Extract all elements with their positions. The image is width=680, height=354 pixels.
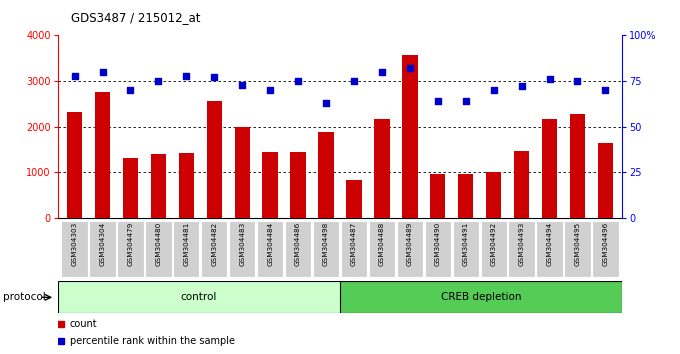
- Point: [237, 82, 248, 87]
- Bar: [542, 119, 557, 218]
- Bar: [430, 174, 445, 218]
- Text: GSM304490: GSM304490: [435, 222, 441, 266]
- Point: [600, 87, 611, 93]
- Point: [377, 69, 388, 75]
- Bar: [262, 152, 278, 218]
- Bar: [313, 221, 339, 277]
- Text: GSM304488: GSM304488: [379, 222, 385, 266]
- Bar: [570, 114, 585, 218]
- Point: [209, 74, 220, 80]
- Bar: [340, 281, 622, 313]
- Bar: [173, 221, 199, 277]
- Text: GSM304486: GSM304486: [295, 222, 301, 266]
- Bar: [201, 221, 227, 277]
- Text: protocol: protocol: [3, 292, 46, 302]
- Bar: [341, 221, 367, 277]
- Bar: [118, 221, 143, 277]
- Bar: [257, 221, 284, 277]
- Bar: [453, 221, 479, 277]
- Text: GSM304492: GSM304492: [491, 222, 496, 266]
- Point: [349, 78, 360, 84]
- Bar: [89, 221, 116, 277]
- Bar: [290, 152, 306, 218]
- Text: GSM304479: GSM304479: [127, 222, 133, 266]
- Bar: [374, 119, 390, 218]
- Point: [572, 78, 583, 84]
- Bar: [318, 132, 334, 218]
- Bar: [396, 221, 423, 277]
- Text: CREB depletion: CREB depletion: [441, 292, 522, 302]
- Bar: [95, 92, 110, 218]
- Point: [460, 98, 471, 104]
- Text: GSM304494: GSM304494: [547, 222, 553, 266]
- Text: GSM304303: GSM304303: [71, 222, 78, 266]
- Text: control: control: [181, 292, 217, 302]
- Point: [97, 69, 108, 75]
- Bar: [58, 281, 340, 313]
- Bar: [123, 158, 138, 218]
- Text: GSM304491: GSM304491: [462, 222, 469, 266]
- Bar: [424, 221, 451, 277]
- Text: GSM304487: GSM304487: [351, 222, 357, 266]
- Text: GSM304484: GSM304484: [267, 222, 273, 266]
- Text: GSM304480: GSM304480: [156, 222, 161, 266]
- Text: GSM304482: GSM304482: [211, 222, 218, 266]
- Text: GSM304483: GSM304483: [239, 222, 245, 266]
- Point: [265, 87, 275, 93]
- Point: [432, 98, 443, 104]
- Point: [181, 73, 192, 78]
- Bar: [402, 55, 418, 218]
- Text: GSM304304: GSM304304: [99, 222, 105, 266]
- Bar: [151, 154, 166, 218]
- Bar: [481, 221, 507, 277]
- Bar: [229, 221, 256, 277]
- Point: [69, 73, 80, 78]
- Point: [292, 78, 303, 84]
- Text: GSM304498: GSM304498: [323, 222, 329, 266]
- Bar: [285, 221, 311, 277]
- Point: [320, 100, 331, 106]
- Bar: [458, 175, 473, 218]
- Bar: [67, 112, 82, 218]
- Bar: [146, 221, 171, 277]
- Bar: [537, 221, 562, 277]
- Point: [544, 76, 555, 82]
- Text: GSM304481: GSM304481: [184, 222, 189, 266]
- Text: GSM304496: GSM304496: [602, 222, 609, 266]
- Bar: [61, 221, 88, 277]
- Text: percentile rank within the sample: percentile rank within the sample: [70, 336, 235, 346]
- Bar: [514, 151, 529, 218]
- Bar: [369, 221, 395, 277]
- Point: [125, 87, 136, 93]
- Text: GSM304495: GSM304495: [575, 222, 581, 266]
- Bar: [346, 180, 362, 218]
- Point: [488, 87, 499, 93]
- Point: [516, 84, 527, 89]
- Bar: [179, 153, 194, 218]
- Text: GSM304493: GSM304493: [519, 222, 524, 266]
- Text: GDS3487 / 215012_at: GDS3487 / 215012_at: [71, 11, 201, 24]
- Bar: [486, 172, 501, 218]
- Bar: [592, 221, 619, 277]
- Bar: [509, 221, 534, 277]
- Bar: [207, 101, 222, 218]
- Bar: [564, 221, 591, 277]
- Bar: [598, 143, 613, 218]
- Bar: [235, 127, 250, 218]
- Point: [153, 78, 164, 84]
- Point: [405, 65, 415, 71]
- Text: count: count: [70, 319, 97, 329]
- Text: GSM304489: GSM304489: [407, 222, 413, 266]
